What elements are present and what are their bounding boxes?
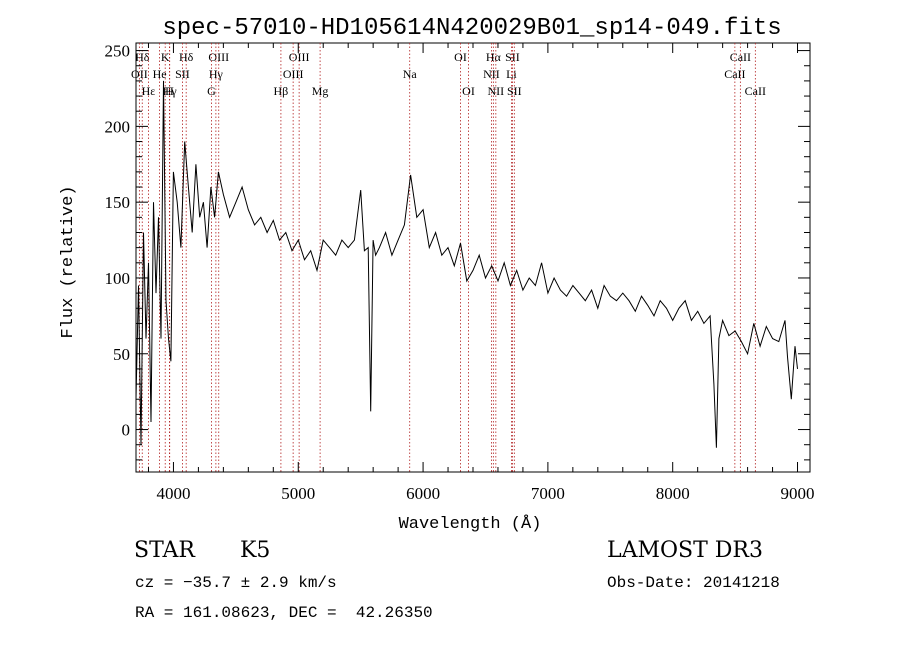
x-tick-label: 6000 [406, 484, 440, 503]
y-tick-label: 100 [105, 269, 131, 288]
line-marker-label: Mg [312, 84, 329, 98]
line-marker-label: Hα [486, 50, 502, 64]
line-marker-label: Hγ [163, 84, 178, 98]
line-marker-label: K [161, 50, 170, 64]
line-marker-label: CaII [745, 84, 766, 98]
line-marker-label: He [153, 67, 167, 81]
obs-date: Obs-Date: 20141218 [607, 574, 780, 592]
y-tick-label: 200 [105, 117, 131, 136]
y-axis-label: Flux (relative) [59, 185, 78, 338]
x-tick-label: 8000 [656, 484, 690, 503]
y-tick-label: 150 [105, 193, 131, 212]
x-tick-label: 4000 [156, 484, 190, 503]
line-marker-label: SII [505, 50, 520, 64]
x-tick-label: 5000 [281, 484, 315, 503]
survey-name: LAMOST DR3 [607, 538, 763, 563]
coordinates: RA = 161.08623, DEC = 42.26350 [135, 604, 433, 622]
x-axis-label: Wavelength (Å) [399, 515, 542, 534]
line-marker-label: Li [506, 67, 517, 81]
line-marker-label: OII [131, 67, 148, 81]
line-marker-label: SII [175, 67, 190, 81]
x-tick-label: 7000 [531, 484, 565, 503]
line-marker-label: OI [462, 84, 475, 98]
y-tick-label: 50 [113, 345, 130, 364]
axis-ticks: 4000 5000 6000 7000 8000 9000 0 50 100 150 200 250 [105, 42, 815, 503]
line-marker-label: OIII [208, 50, 229, 64]
plot-frame [135, 42, 811, 473]
line-marker-label: H [165, 84, 174, 98]
object-class: STAR [134, 538, 195, 563]
line-marker-label: SII [507, 84, 522, 98]
redshift-text: cz = −35.7 ± 2.9 km/s [135, 574, 337, 592]
y-tick-label: 250 [105, 42, 131, 61]
line-marker-label: Hδ [135, 50, 150, 64]
line-marker-label: Hβ [274, 84, 289, 98]
chart-title: spec-57010-HD105614N420029B01_sp14-049.f… [162, 15, 781, 42]
line-marker-label: Na [403, 67, 418, 81]
line-marker-label: CaII [730, 50, 751, 64]
line-marker-label: OIII [289, 50, 310, 64]
line-marker-label: OIII [283, 67, 304, 81]
x-tick-label: 9000 [781, 484, 815, 503]
line-marker-label: OI [454, 50, 467, 64]
line-marker-label: NII [488, 84, 505, 98]
line-marker-label: Hγ [209, 67, 224, 81]
line-marker-label: CaII [724, 67, 745, 81]
line-marker-label: Hδ [179, 50, 194, 64]
object-subclass: K5 [240, 538, 271, 563]
line-marker-label: G [207, 84, 216, 98]
spectrum-line [135, 80, 798, 448]
line-marker-label: NII [483, 67, 500, 81]
y-tick-label: 0 [122, 421, 131, 440]
line-marker-label: Hε [142, 84, 156, 98]
